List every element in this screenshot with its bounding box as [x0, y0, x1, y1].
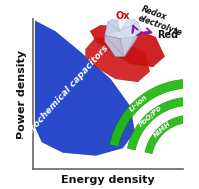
Text: Redox
electrolyte: Redox electrolyte: [137, 4, 187, 38]
Polygon shape: [127, 97, 185, 150]
Text: Li-ion: Li-ion: [129, 94, 149, 113]
Polygon shape: [90, 25, 165, 67]
X-axis label: Energy density: Energy density: [61, 175, 155, 185]
Polygon shape: [35, 21, 135, 156]
Text: Red: Red: [157, 30, 179, 40]
Polygon shape: [105, 31, 141, 57]
Polygon shape: [120, 17, 141, 57]
Polygon shape: [105, 17, 141, 39]
Polygon shape: [117, 17, 129, 31]
Text: Ox: Ox: [115, 11, 130, 21]
Polygon shape: [145, 115, 187, 154]
Polygon shape: [110, 79, 184, 146]
Y-axis label: Power density: Power density: [17, 50, 27, 139]
Text: NiMH: NiMH: [152, 120, 172, 139]
Polygon shape: [105, 17, 120, 36]
Text: Electrochemical capacitors: Electrochemical capacitors: [12, 43, 110, 151]
Polygon shape: [85, 37, 150, 82]
Text: PbO/Pb: PbO/Pb: [138, 105, 163, 128]
